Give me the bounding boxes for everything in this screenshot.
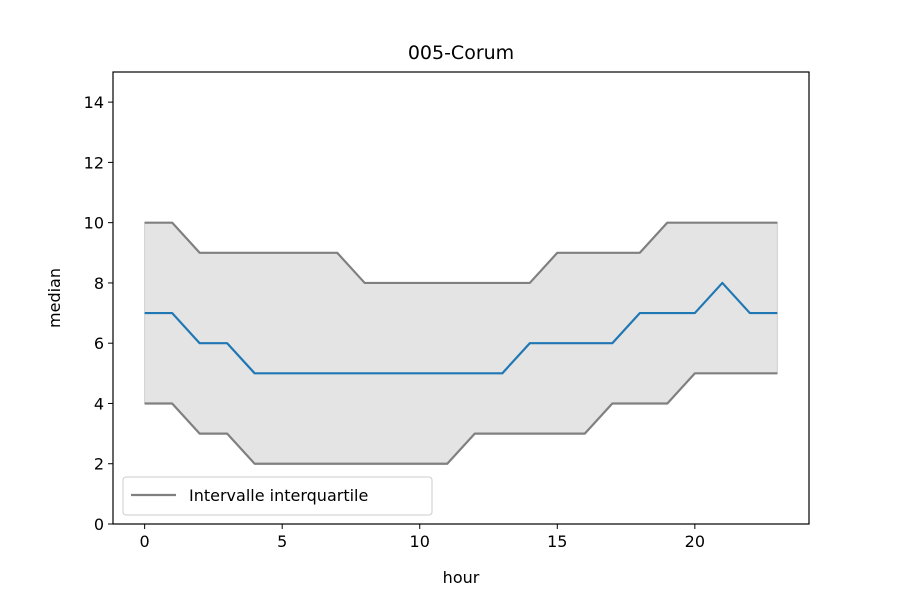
q3-line <box>144 221 778 285</box>
plot-area <box>144 221 778 465</box>
x-tick-label: 15 <box>547 532 567 551</box>
median-line <box>144 281 778 375</box>
y-axis-label: median <box>45 268 64 328</box>
y-axis: 0 2 4 6 8 10 12 14 <box>84 93 113 534</box>
chart-title: 005-Corum <box>408 42 514 64</box>
y-tick-label: 14 <box>84 93 104 112</box>
legend: Intervalle interquartile <box>122 476 433 516</box>
x-tick-label: 5 <box>277 532 287 551</box>
x-tick-label: 20 <box>685 532 705 551</box>
axes-frame <box>112 71 810 525</box>
y-tick-label: 8 <box>94 274 104 293</box>
x-tick-label: 0 <box>140 532 150 551</box>
y-tick-label: 2 <box>94 455 104 474</box>
y-tick-label: 6 <box>94 334 104 353</box>
x-tick-label: 10 <box>410 532 430 551</box>
legend-label: Intervalle interquartile <box>189 486 368 505</box>
y-tick-label: 4 <box>94 394 104 413</box>
x-axis-label: hour <box>443 568 480 587</box>
q1-line <box>144 372 778 465</box>
y-tick-label: 12 <box>84 153 104 172</box>
legend-box <box>122 476 433 516</box>
y-tick-label: 10 <box>84 214 104 233</box>
y-tick-label: 0 <box>94 515 104 534</box>
x-axis: 0 5 10 15 20 <box>140 524 705 551</box>
